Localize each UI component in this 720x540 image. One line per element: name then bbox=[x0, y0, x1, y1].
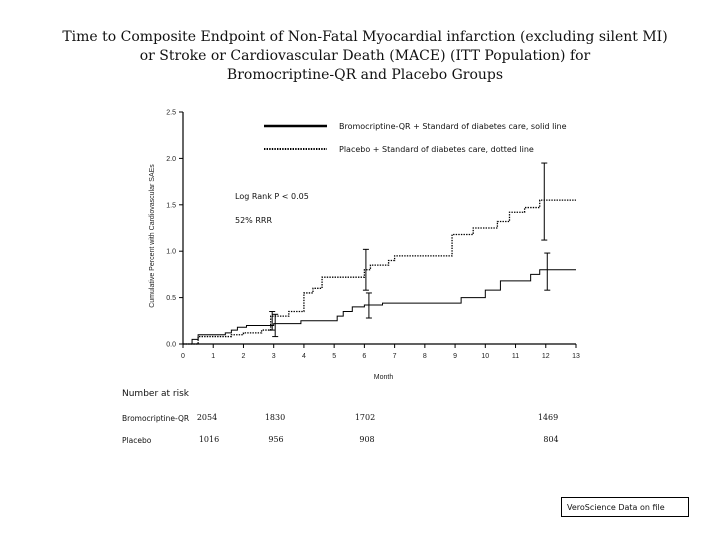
title-line-1: Time to Composite Endpoint of Non-Fatal … bbox=[62, 29, 668, 45]
risk-cell: 1469 bbox=[537, 413, 559, 422]
risk-cell: 1702 bbox=[354, 413, 376, 422]
x-tick-label: 5 bbox=[332, 353, 336, 360]
risk-cell: 1830 bbox=[264, 413, 286, 422]
risk-table-heading: Number at risk bbox=[122, 389, 190, 399]
legend-label: Bromocriptine-QR + Standard of diabetes … bbox=[339, 122, 567, 131]
risk-row-label: Placebo bbox=[122, 436, 152, 445]
y-tick-label: 2.0 bbox=[166, 156, 176, 163]
x-tick-label: 13 bbox=[572, 353, 580, 360]
risk-cell: 908 bbox=[359, 435, 375, 444]
source-note: VeroScience Data on file bbox=[561, 497, 689, 517]
x-tick-label: 0 bbox=[181, 353, 185, 360]
annotation-rrr: 52% RRR bbox=[235, 216, 272, 225]
risk-row-label: Bromocriptine-QR bbox=[122, 414, 190, 423]
x-tick-label: 4 bbox=[302, 353, 306, 360]
title-line-2: or Stroke or Cardiovascular Death (MACE)… bbox=[139, 48, 591, 64]
chart-title: Time to Composite Endpoint of Non-Fatal … bbox=[40, 28, 690, 85]
y-tick-label: 2.5 bbox=[166, 110, 176, 117]
y-tick-label: 1.5 bbox=[166, 202, 176, 209]
series-line-placebo bbox=[183, 199, 576, 345]
risk-cell: 956 bbox=[268, 435, 284, 444]
x-tick-label: 10 bbox=[481, 353, 489, 360]
legend-label: Placebo + Standard of diabetes care, dot… bbox=[339, 145, 534, 154]
y-tick-label: 0.0 bbox=[166, 342, 176, 349]
risk-cell: 804 bbox=[543, 435, 559, 444]
y-axis-label: Cumulative Percent with Cardiovascular S… bbox=[149, 164, 156, 308]
x-tick-label: 6 bbox=[362, 353, 366, 360]
series-line-bromocriptine bbox=[183, 269, 576, 345]
x-tick-label: 1 bbox=[211, 353, 215, 360]
y-tick-label: 0.5 bbox=[166, 295, 176, 302]
x-tick-label: 2 bbox=[242, 353, 246, 360]
x-axis-label: Month bbox=[374, 374, 394, 381]
x-tick-label: 3 bbox=[272, 353, 276, 360]
risk-cell: 1016 bbox=[198, 435, 220, 444]
x-tick-label: 8 bbox=[423, 353, 427, 360]
title-line-3: Bromocriptine-QR and Placebo Groups bbox=[226, 67, 504, 83]
x-tick-label: 11 bbox=[512, 353, 519, 360]
x-tick-label: 12 bbox=[542, 353, 550, 360]
risk-cell: 2054 bbox=[196, 413, 218, 422]
x-tick-label: 9 bbox=[453, 353, 457, 360]
x-tick-label: 7 bbox=[393, 353, 397, 360]
annotation-pvalue: Log Rank P < 0.05 bbox=[235, 192, 309, 201]
y-tick-label: 1.0 bbox=[166, 249, 176, 256]
